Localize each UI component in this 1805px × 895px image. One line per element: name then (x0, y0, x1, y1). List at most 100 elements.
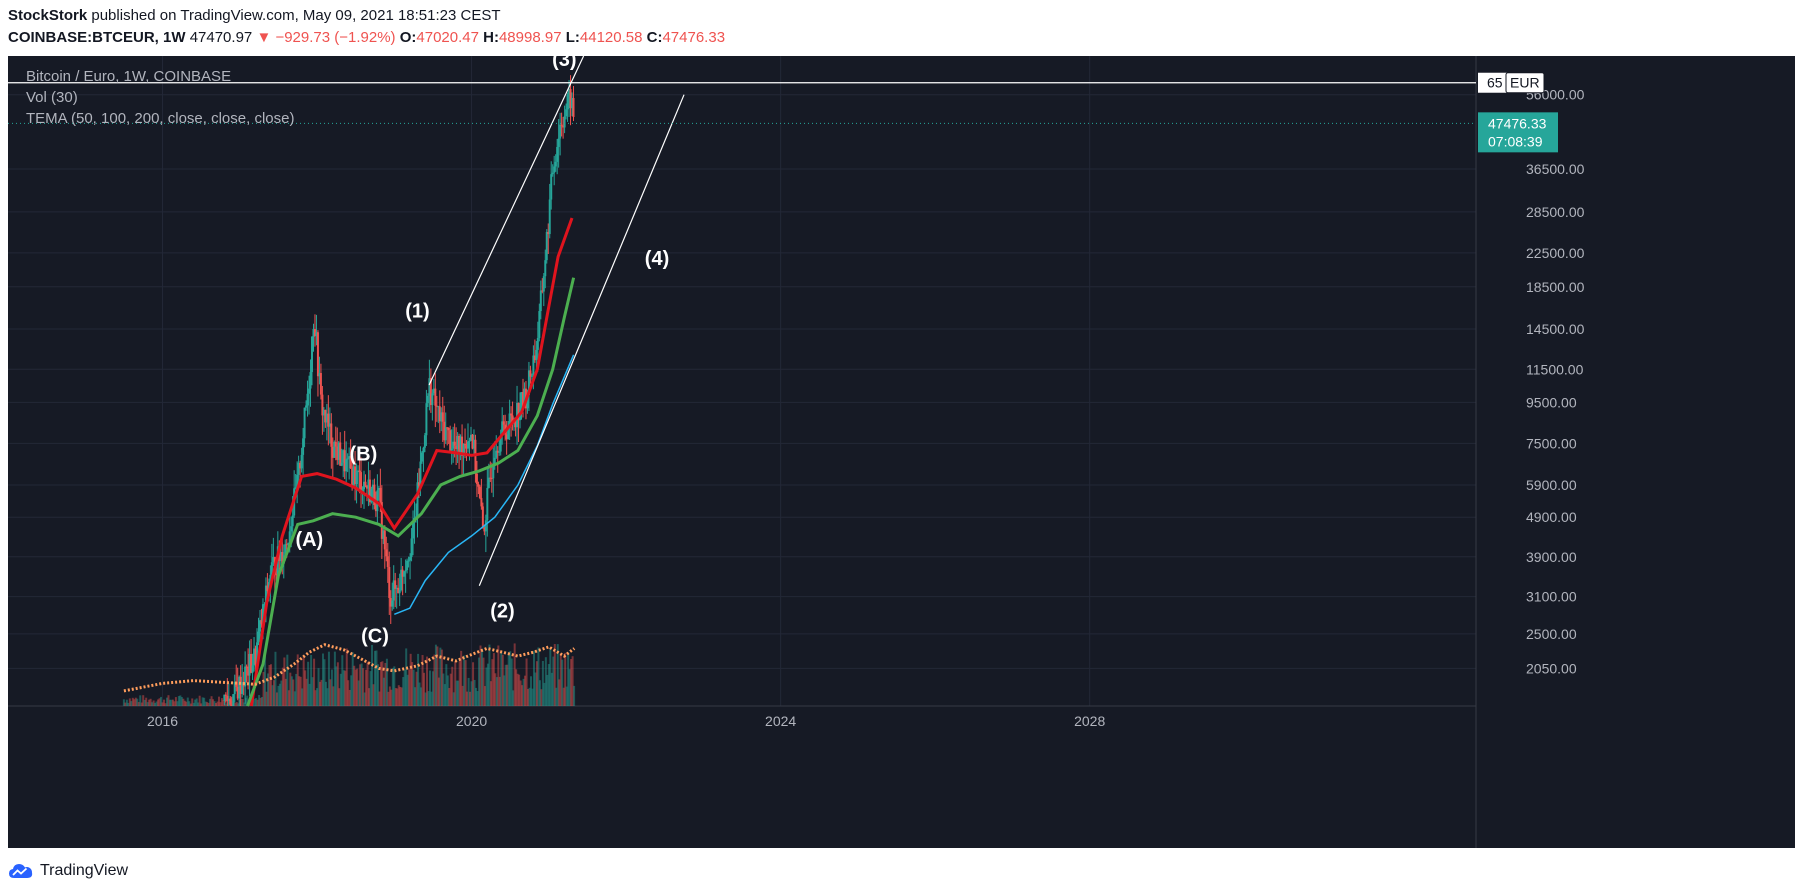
volume-bar (134, 697, 137, 706)
candle-body (306, 393, 309, 406)
candle-body (423, 435, 426, 448)
candle-body (400, 569, 403, 591)
volume-ma-line (123, 643, 576, 693)
wave-label: (1) (405, 300, 429, 322)
legend-volume[interactable]: Vol (30) (26, 89, 78, 106)
tradingview-brand[interactable]: TradingView (40, 862, 129, 879)
volume-bar (207, 702, 210, 706)
volume-bar (275, 692, 278, 706)
candle-body (510, 413, 513, 416)
candle-body (467, 441, 470, 449)
volume-bar (323, 659, 326, 706)
volume-bar (393, 666, 396, 706)
candle-body (285, 544, 288, 546)
volume-bar (173, 701, 176, 706)
wave-label: (2) (490, 600, 514, 622)
volume-bar (440, 649, 443, 706)
volume-bar (180, 697, 183, 706)
volume-bar (360, 663, 363, 706)
volume-bar (216, 701, 219, 706)
price-chart[interactable]: (3)(4)(1)(B)(A)(2)(C)56000.0036500.00285… (8, 56, 1795, 848)
candle-body (483, 527, 486, 532)
volume-bar (313, 658, 316, 706)
legend-tema[interactable]: TEMA (50, 100, 200, close, close, close) (26, 110, 295, 127)
volume-bar (155, 701, 158, 706)
volume-bar (426, 656, 429, 706)
volume-bar (188, 701, 191, 706)
candle-body (478, 486, 481, 498)
candle-body (490, 477, 493, 479)
volume-bar (417, 653, 420, 706)
volume-bar (170, 699, 173, 706)
chart-frame[interactable]: (3) (4) (1) (B) (A) (2) (C) 56000.00 36500.00 285… (8, 56, 1795, 848)
volume-bar (363, 692, 366, 706)
candle-body (428, 378, 431, 396)
candle-body (551, 172, 554, 175)
volume-bar (265, 691, 268, 706)
volume-bar (405, 648, 408, 706)
candle-body (541, 290, 544, 292)
volume-bar (403, 669, 406, 706)
volume-bar (219, 702, 222, 706)
candle-body (426, 395, 429, 404)
close-value: 47476.33 (662, 29, 726, 46)
candle-body (404, 570, 407, 572)
candle-body (443, 421, 446, 441)
author-name[interactable]: StockStork (8, 7, 88, 24)
candle-body (358, 470, 361, 473)
volume-bar (342, 670, 345, 706)
price-tick-label: 7500.00 (1526, 435, 1577, 451)
last-price: 47470.97 (189, 29, 253, 46)
volume-bar (194, 699, 197, 706)
candle-body (382, 530, 385, 539)
volume-bar (374, 650, 376, 706)
volume-bar (189, 703, 192, 706)
volume-bar (140, 702, 143, 706)
volume-bar (220, 698, 223, 706)
candle-body (437, 406, 440, 408)
low-label: L: (565, 29, 580, 46)
candle-body (565, 109, 568, 117)
candle-body (542, 276, 545, 292)
candle-body (300, 454, 303, 469)
candle-body (337, 442, 340, 460)
volume-bar (559, 653, 562, 706)
volume-bar (148, 699, 151, 706)
candle-body (313, 329, 316, 337)
candle-body (556, 146, 559, 162)
candle-body (247, 666, 250, 676)
candle-body (241, 682, 244, 694)
candle-body (233, 681, 236, 695)
candle-body (239, 676, 242, 694)
volume-bar (371, 644, 374, 706)
volume-bar (200, 703, 203, 706)
volume-bar (406, 674, 409, 706)
candle-body (465, 445, 468, 449)
publish-info: published on TradingView.com, May 09, 20… (91, 7, 501, 24)
candle-body (453, 441, 456, 446)
volume-bar (321, 653, 324, 706)
volume-bar (278, 683, 281, 706)
volume-bar (127, 702, 130, 706)
candle-body (397, 587, 400, 594)
candle-body (263, 604, 266, 606)
volume-bar (510, 658, 513, 706)
candle-body (226, 695, 229, 702)
volume-bar (161, 702, 164, 706)
volume-bar (149, 698, 152, 706)
footer: TradingView (8, 858, 128, 884)
volume-bar (391, 667, 394, 706)
candle-body (484, 520, 487, 532)
volume-bar (122, 699, 125, 706)
candle-body (357, 470, 360, 472)
volume-bar (255, 698, 258, 706)
candle-body (468, 440, 471, 442)
price-tick-label: 18500.00 (1526, 279, 1585, 295)
candle-body (492, 465, 495, 479)
candle-body (520, 392, 523, 411)
close-label: C: (646, 29, 663, 46)
candle-body (284, 544, 287, 556)
candle-body (374, 505, 377, 512)
volume-bar (415, 671, 418, 706)
volume-bar (204, 701, 207, 706)
